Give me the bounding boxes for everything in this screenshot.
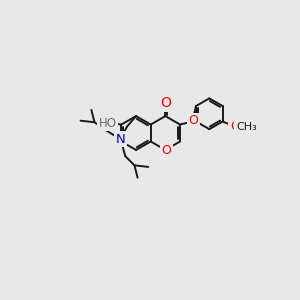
Text: O: O	[188, 114, 198, 127]
Text: O: O	[230, 120, 240, 133]
Text: O: O	[161, 144, 171, 157]
Text: O: O	[160, 96, 171, 110]
Text: HO: HO	[98, 116, 116, 130]
Text: CH₃: CH₃	[236, 122, 257, 132]
Text: N: N	[116, 133, 125, 146]
